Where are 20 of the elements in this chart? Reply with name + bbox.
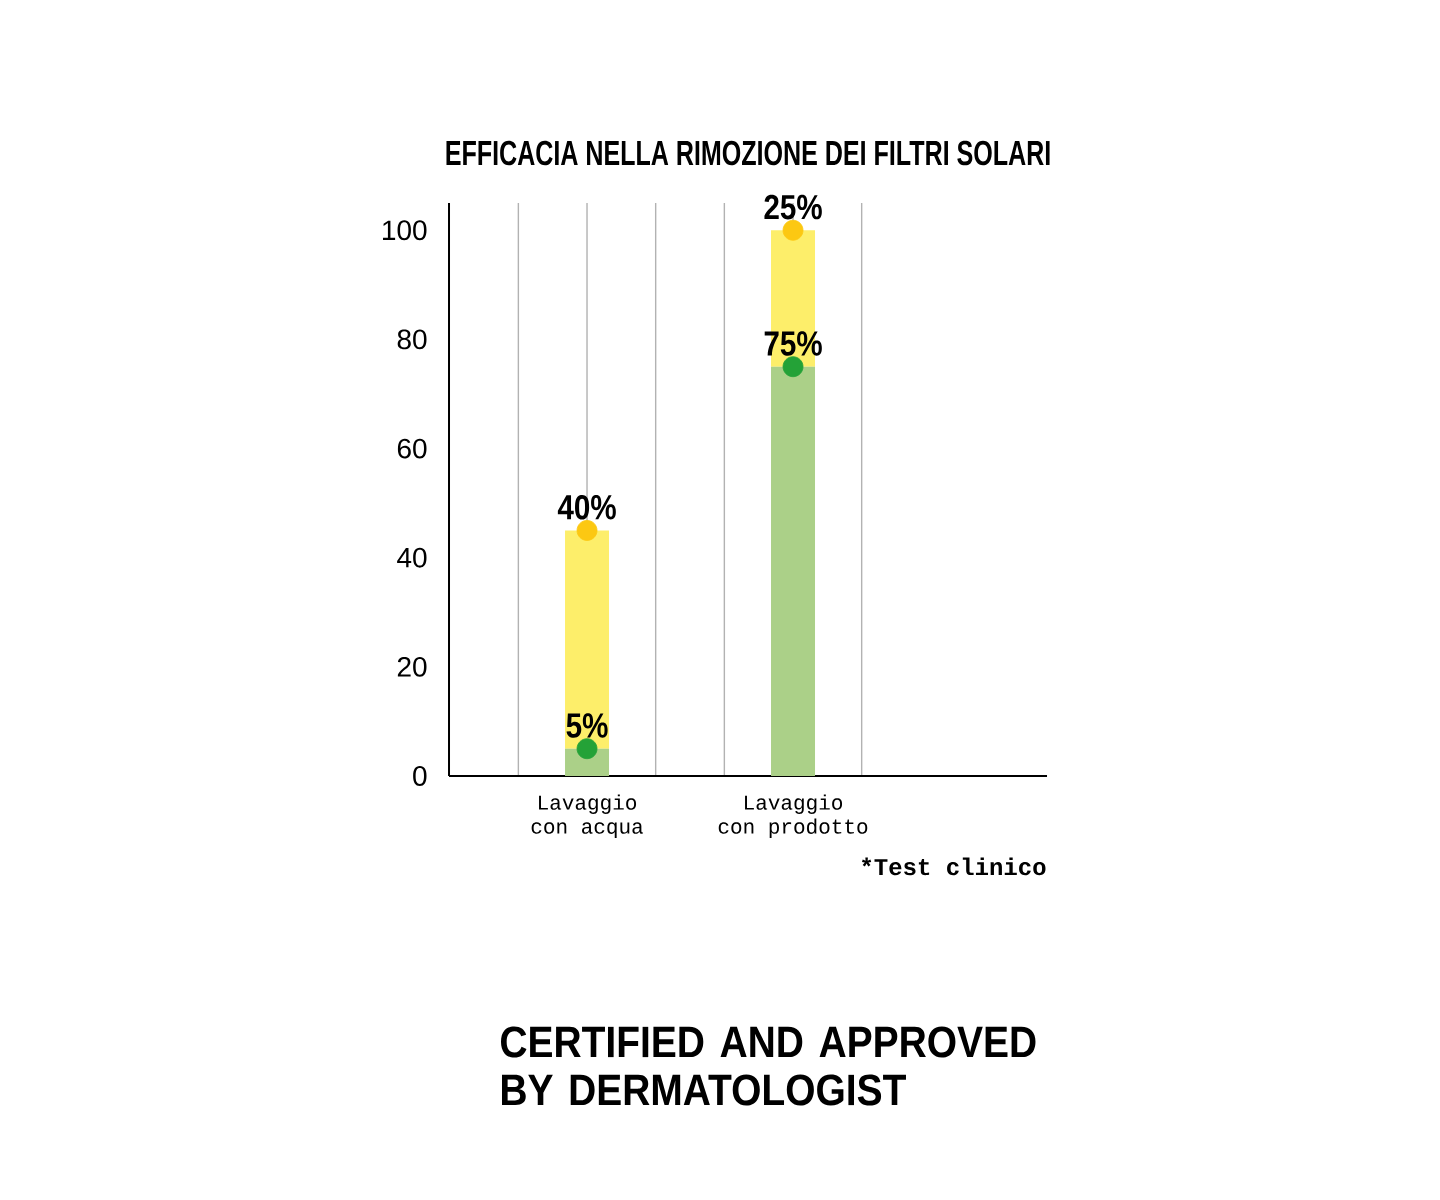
y-tick-label: 60 [397, 438, 427, 459]
bar [771, 366, 816, 776]
x-tick-label: Lavaggio con prodotto [718, 794, 868, 838]
x-tick-label: Lavaggio con acqua [531, 794, 644, 838]
point [782, 219, 804, 241]
data-label: 25% [764, 194, 822, 220]
y-tick-label: 20 [397, 656, 427, 677]
y-tick-label: 40 [397, 547, 427, 568]
text: CERTIFIED AND APPROVED BY DERMATOLOGIST [501, 1026, 1036, 1106]
data-label: 40% [557, 494, 616, 520]
text: *Test clinico [861, 857, 1046, 876]
data-label: 5% [566, 713, 608, 738]
y-tick-label: 0 [413, 766, 427, 786]
y-tick-label: 80 [397, 329, 427, 350]
point [576, 738, 598, 760]
bar [565, 530, 610, 749]
point [782, 356, 804, 378]
y-tick-label: 100 [383, 220, 427, 241]
chart-title: EFFICACIA NELLA RIMOZIONE DEI FILTRI SOLARI [446, 140, 1050, 166]
point [576, 520, 598, 541]
